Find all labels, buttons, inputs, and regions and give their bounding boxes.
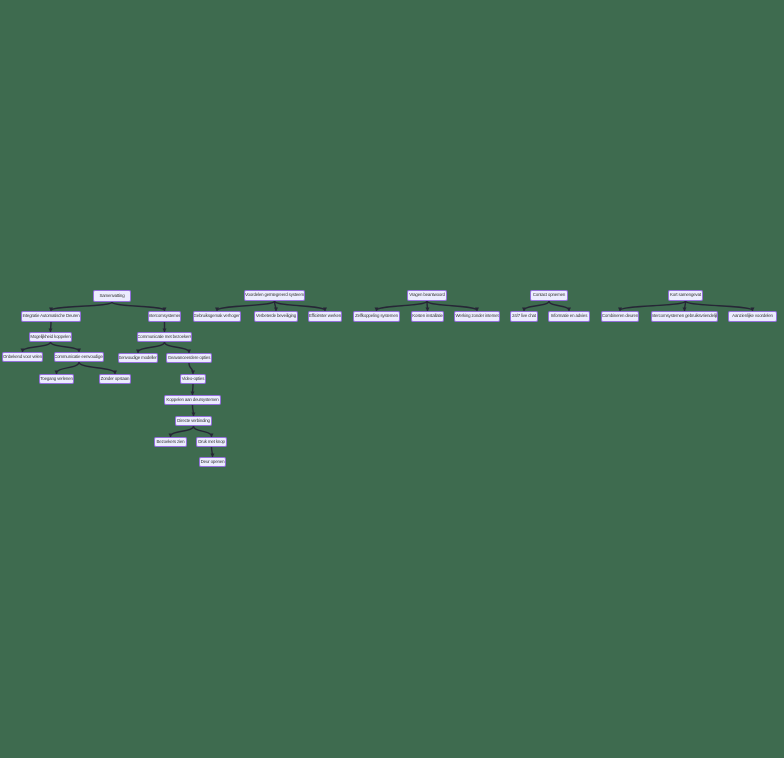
edge-mogelijkheid-koppelen--communicatie-eenvoudiger (49, 341, 81, 353)
edge-vragen-beantwoord--zelfkoppeling-systemen (374, 300, 428, 312)
edge-voordelen-geintegreerd-systeem--efficienter-werken (273, 300, 327, 312)
edge-voordelen-geintegreerd-systeem--gebruiksgemak-verhogen (215, 300, 276, 312)
node-koppelen-aan-deursystemen: Koppelen aan deursystemen (164, 395, 221, 405)
node-eenvoudige-modellen: Eenvoudige modellen (118, 353, 158, 363)
node-druk-met-knop: Druk met knop (196, 437, 227, 447)
node-samenvatting: Samenvatting (93, 290, 131, 302)
node-voordelen-geintegreerd-systeem: Voordelen geïntegreerd systeem (244, 290, 305, 301)
node-communicatie-eenvoudiger: Communicatie eenvoudiger (54, 352, 104, 362)
node-kort-samengevat: Kort samengevat (668, 290, 703, 301)
node-kosten-installatie: Kosten installatie (411, 311, 444, 322)
edge-mogelijkheid-koppelen--onbekend-voor-velen (20, 341, 52, 353)
node-vragen-beantwoord: Vragen beantwoord (407, 290, 447, 301)
node-geavanceerdere-opties: Geavanceerdere opties (166, 353, 212, 363)
edge-directe-verbinding--druk-met-knop (192, 425, 214, 438)
edge-koppelen-aan-deursystemen--directe-verbinding (191, 404, 196, 417)
node-contact-opnemen: Contact opnemen (530, 290, 568, 301)
node-mogelijkheid-koppelen: Mogelijkheid koppelen (29, 332, 72, 342)
edge-samenvatting--integratie-automatische-deuren (49, 301, 113, 312)
edge-kort-samengevat--aanzienlijke-voordelen (684, 300, 755, 312)
node-live-chat-24-7: 24/7 live chat (510, 311, 538, 322)
edge-communicatie-eenvoudiger--zonder-opstaan (78, 361, 117, 375)
edge-geavanceerdere-opties--video-opties (188, 362, 195, 375)
node-video-opties: Video-opties (180, 374, 206, 384)
edge-directe-verbinding--bezoekers-zien (168, 425, 195, 438)
node-directe-verbinding: Directe verbinding (175, 416, 212, 426)
edge-contact-opnemen--informatie-en-advies (548, 300, 571, 312)
edge-voordelen-geintegreerd-systeem--verbeterde-beveiliging (273, 300, 278, 312)
node-verbeterde-beveiliging: Verbeterde beveiliging (254, 311, 298, 322)
edge-communicatie-met-bezoekers--eenvoudige-modellen (136, 341, 166, 354)
node-bezoekers-zien: Bezoekers zien (154, 437, 187, 447)
edge-kort-samengevat--combineren-deuren (618, 300, 687, 312)
edge-communicatie-met-bezoekers--geavanceerdere-opties (163, 341, 191, 354)
node-zelfkoppeling-systemen: Zelfkoppeling systemen (353, 311, 400, 322)
node-aanzienlijke-voordelen: Aanzienlijke voordelen (728, 311, 777, 322)
edge-video-opties--koppelen-aan-deursystemen (190, 383, 195, 396)
node-onbekend-voor-velen: Onbekend voor velen (2, 352, 43, 362)
node-combineren-deuren: Combineren deuren (601, 311, 639, 322)
node-informatie-en-advies: Informatie en advies (548, 311, 590, 322)
edge-vragen-beantwoord--kosten-installatie (425, 300, 430, 312)
edge-communicatie-eenvoudiger--toegang-verlenen (54, 361, 80, 375)
node-werking-zonder-internet: Werking zonder internet (454, 311, 500, 322)
node-intercomsystemen-gebruiksvriendelijk: Intercomsystemen gebruiksvriendelijk (651, 311, 718, 322)
node-efficienter-werken: Efficiënter werken (308, 311, 342, 322)
edge-contact-opnemen--live-chat-24-7 (522, 300, 550, 312)
node-deur-openen: Deur openen (199, 457, 226, 467)
node-communicatie-met-bezoekers: Communicatie met bezoekers (137, 332, 192, 342)
edge-kort-samengevat--intercomsystemen-gebruiksvriendelijk (682, 300, 687, 312)
node-gebruiksgemak-verhogen: Gebruiksgemak verhogen (193, 311, 241, 322)
node-integratie-automatische-deuren: Integratie Automatische Deuren (21, 311, 81, 322)
edge-vragen-beantwoord--werking-zonder-internet (426, 300, 479, 312)
edge-druk-met-knop--deur-openen (210, 446, 215, 458)
node-intercomsystemen: Intercomsystemen (148, 311, 181, 322)
edge-integratie-automatische-deuren--mogelijkheid-koppelen (48, 321, 53, 333)
edge-samenvatting--intercomsystemen (111, 301, 167, 312)
node-toegang-verlenen: Toegang verlenen (39, 374, 74, 384)
node-zonder-opstaan: Zonder opstaan (99, 374, 131, 384)
